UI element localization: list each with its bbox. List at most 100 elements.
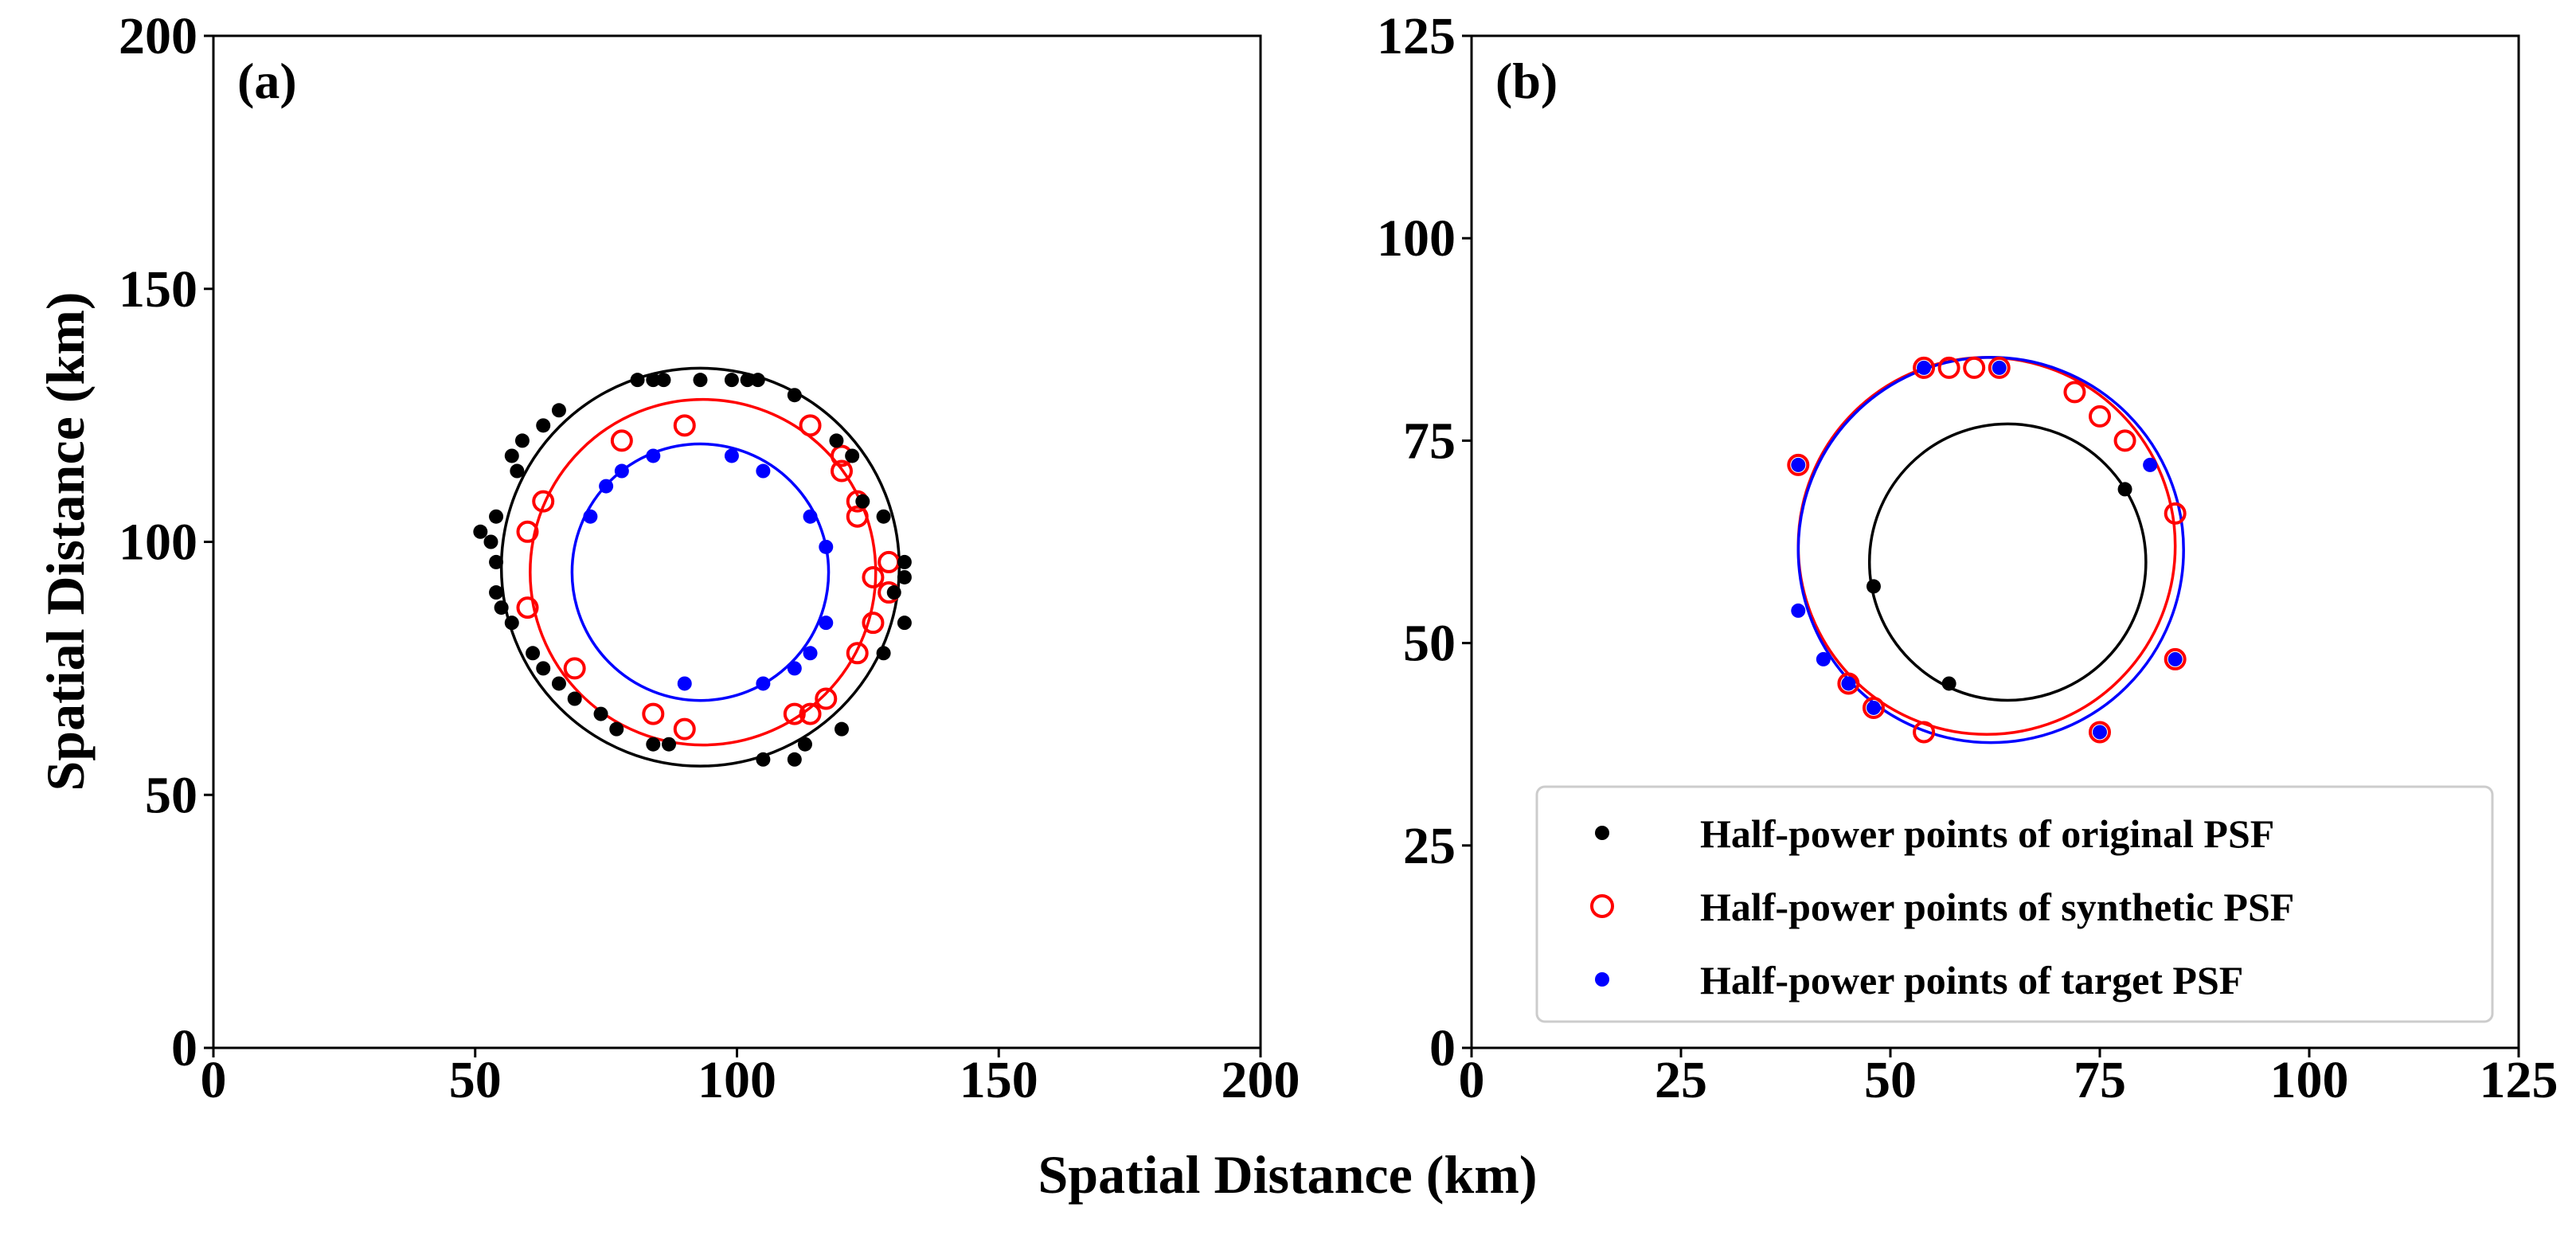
synthetic-point	[799, 702, 822, 725]
original-point	[693, 373, 708, 388]
synthetic-point	[799, 414, 822, 437]
original-fit-circle	[1867, 422, 2148, 702]
legend-label-synthetic: Half-power points of synthetic PSF	[1700, 885, 2294, 929]
original-point	[551, 403, 566, 418]
target-point	[1866, 700, 1881, 715]
original-point	[2117, 482, 2132, 497]
y-tick-label: 25	[1403, 817, 1456, 875]
original-point	[876, 646, 891, 661]
original-point	[504, 448, 519, 463]
synthetic-point	[516, 520, 539, 543]
synthetic-point	[815, 687, 838, 710]
target-point	[677, 676, 692, 691]
synthetic-point	[831, 459, 853, 483]
target-point	[646, 448, 661, 463]
target-point	[803, 509, 818, 524]
legend: Half-power points of original PSF Half-po…	[1535, 785, 2494, 1023]
x-tick-label: 100	[2270, 1051, 2349, 1109]
target-point	[2093, 725, 2107, 740]
x-tick-label: 125	[2480, 1051, 2558, 1109]
synthetic-point	[2164, 502, 2187, 525]
x-tick-label: 50	[1864, 1051, 1917, 1109]
legend-label-original: Half-power points of original PSF	[1700, 811, 2274, 856]
y-tick-label: 100	[1377, 209, 1456, 268]
synthetic-fit-circle	[529, 397, 878, 747]
synthetic-point	[516, 596, 539, 619]
synthetic-point	[2089, 405, 2111, 428]
original-point	[756, 752, 771, 767]
target-point	[787, 661, 802, 676]
x-tick-label: 200	[1222, 1051, 1300, 1109]
target-fit-circle	[570, 442, 831, 702]
target-point	[1791, 603, 1806, 618]
original-point	[724, 373, 739, 388]
original-point	[876, 509, 891, 524]
synthetic-point	[2063, 381, 2086, 404]
original-point	[494, 600, 509, 616]
original-point	[551, 676, 566, 691]
synthetic-point	[1937, 356, 1960, 379]
original-point	[787, 752, 802, 767]
panel-b: 0 25 50 75 100 125 0 25 50 75 100 125 (b)	[1377, 7, 2558, 1109]
synthetic-point	[673, 414, 696, 437]
legend-box	[1535, 785, 2494, 1023]
original-point	[514, 433, 530, 448]
original-point	[897, 616, 912, 631]
x-tick-label: 0	[201, 1051, 227, 1109]
original-point	[886, 585, 901, 600]
original-point	[609, 721, 624, 737]
synthetic-point	[673, 717, 696, 741]
x-tick-label: 0	[1459, 1051, 1485, 1109]
original-point	[797, 737, 812, 752]
y-tick-label: 75	[1403, 412, 1456, 470]
x-tick-label: 75	[2074, 1051, 2126, 1109]
x-axis-label: Spatial Distance (km)	[1038, 1144, 1537, 1205]
y-axis-label: Spatial Distance (km)	[35, 291, 96, 791]
synthetic-point	[1913, 721, 1936, 744]
target-point	[2143, 457, 2158, 472]
original-point	[536, 418, 551, 433]
synthetic-point	[2164, 647, 2187, 670]
original-point	[1941, 676, 1956, 691]
y-tick-label: 150	[119, 260, 197, 319]
original-point	[787, 388, 802, 403]
axes-frame	[1470, 34, 2520, 1049]
target-point	[614, 463, 629, 479]
synthetic-point	[846, 642, 869, 665]
y-tick-label: 50	[1403, 615, 1456, 673]
original-point	[1866, 579, 1881, 594]
original-point	[740, 373, 755, 388]
original-point	[536, 661, 551, 676]
target-point	[1992, 360, 2007, 375]
x-tick-label: 150	[960, 1051, 1038, 1109]
target-point	[1816, 651, 1831, 666]
synthetic-point	[532, 490, 555, 513]
synthetic-point	[862, 565, 885, 588]
panel-label: (a)	[237, 53, 297, 109]
target-point	[1791, 457, 1806, 472]
original-point	[897, 569, 912, 584]
original-point	[593, 706, 608, 721]
x-tick-label: 100	[698, 1051, 776, 1109]
target-point	[803, 646, 818, 661]
panel-a: 0 50 100 150 200 0 50 100 150 200 (a)	[119, 7, 1300, 1109]
y-tick-label: 0	[171, 1019, 197, 1077]
original-point	[750, 373, 765, 388]
target-point	[756, 676, 771, 691]
target-point	[599, 479, 614, 494]
y-tick-label: 0	[1429, 1019, 1456, 1077]
synthetic-point	[2113, 429, 2136, 452]
original-point	[489, 585, 504, 600]
synthetic-point	[1913, 356, 1936, 379]
original-point	[646, 737, 661, 752]
legend-marker-target	[1595, 972, 1609, 987]
target-point	[756, 463, 771, 479]
x-tick-label: 25	[1655, 1051, 1707, 1109]
x-tick-label: 50	[449, 1051, 502, 1109]
target-point	[583, 509, 598, 524]
original-point	[845, 448, 860, 463]
original-point	[855, 494, 870, 509]
original-point	[489, 554, 504, 569]
target-fit-circle	[1796, 355, 2185, 745]
